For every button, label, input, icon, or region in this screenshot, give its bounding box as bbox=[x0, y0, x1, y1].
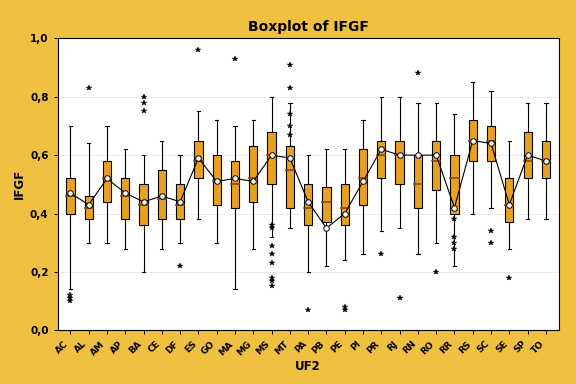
FancyBboxPatch shape bbox=[213, 155, 221, 205]
FancyBboxPatch shape bbox=[323, 187, 331, 222]
FancyBboxPatch shape bbox=[194, 141, 203, 179]
FancyBboxPatch shape bbox=[396, 141, 404, 184]
FancyBboxPatch shape bbox=[139, 184, 147, 225]
Title: Boxplot of IFGF: Boxplot of IFGF bbox=[248, 20, 369, 35]
X-axis label: UF2: UF2 bbox=[295, 360, 321, 373]
Y-axis label: IFGF: IFGF bbox=[13, 169, 26, 199]
FancyBboxPatch shape bbox=[121, 179, 130, 219]
FancyBboxPatch shape bbox=[286, 146, 294, 208]
FancyBboxPatch shape bbox=[66, 179, 74, 214]
FancyBboxPatch shape bbox=[176, 184, 184, 219]
FancyBboxPatch shape bbox=[340, 184, 349, 225]
FancyBboxPatch shape bbox=[469, 120, 477, 161]
FancyBboxPatch shape bbox=[505, 179, 513, 222]
FancyBboxPatch shape bbox=[450, 155, 458, 214]
FancyBboxPatch shape bbox=[432, 141, 440, 190]
FancyBboxPatch shape bbox=[377, 141, 385, 179]
FancyBboxPatch shape bbox=[267, 132, 276, 184]
FancyBboxPatch shape bbox=[487, 126, 495, 161]
FancyBboxPatch shape bbox=[542, 141, 550, 179]
FancyBboxPatch shape bbox=[414, 155, 422, 208]
FancyBboxPatch shape bbox=[231, 161, 239, 208]
FancyBboxPatch shape bbox=[158, 170, 166, 219]
FancyBboxPatch shape bbox=[103, 161, 111, 202]
FancyBboxPatch shape bbox=[524, 132, 532, 179]
FancyBboxPatch shape bbox=[359, 149, 367, 205]
FancyBboxPatch shape bbox=[304, 184, 312, 225]
FancyBboxPatch shape bbox=[85, 196, 93, 219]
FancyBboxPatch shape bbox=[249, 146, 257, 202]
